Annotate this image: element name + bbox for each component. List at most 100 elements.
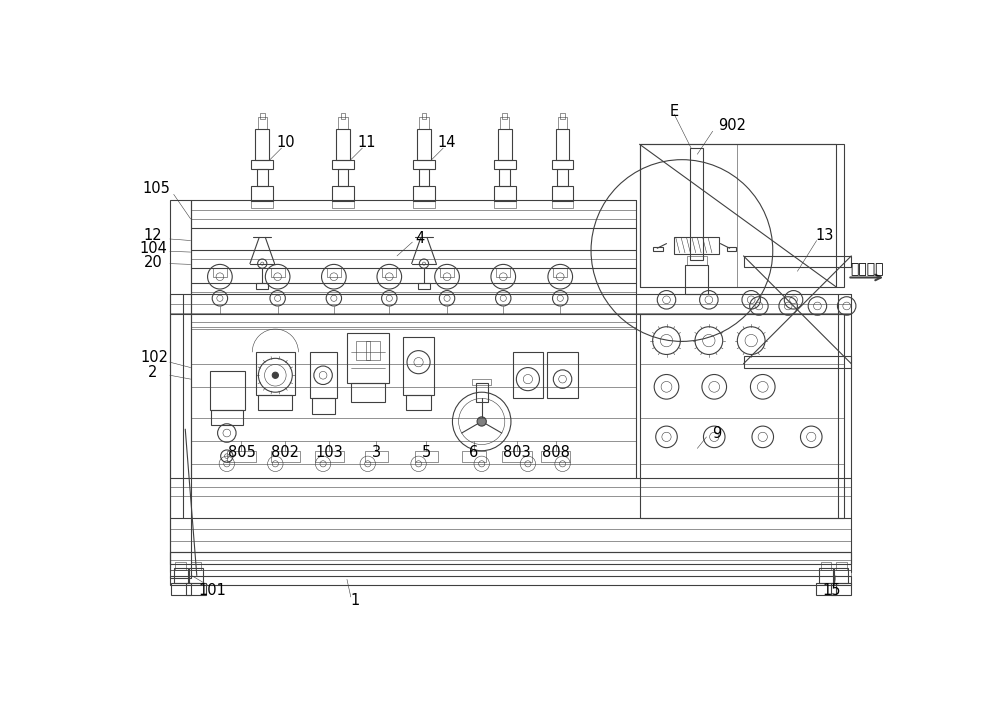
Bar [413, 200, 435, 208]
Bar [257, 169, 268, 186]
Text: 6: 6 [469, 445, 479, 460]
Bar [640, 144, 844, 287]
Bar [557, 169, 568, 186]
Text: 9: 9 [712, 425, 721, 441]
Bar [170, 576, 851, 585]
Bar [351, 383, 385, 402]
Bar [552, 200, 573, 208]
Bar [419, 118, 429, 129]
Bar [476, 383, 488, 402]
Text: 102: 102 [140, 350, 168, 365]
Text: 101: 101 [198, 583, 226, 598]
Bar [653, 247, 663, 252]
Text: 902: 902 [718, 118, 746, 133]
Bar [255, 129, 269, 159]
Bar [251, 159, 273, 169]
Text: 制品走向: 制品走向 [850, 262, 883, 276]
Bar [512, 352, 543, 399]
Bar [356, 340, 370, 360]
Bar [819, 567, 833, 583]
Bar [472, 379, 491, 385]
Bar [315, 451, 344, 461]
Bar [820, 562, 831, 570]
Text: 13: 13 [815, 228, 834, 243]
Bar [415, 451, 438, 461]
Bar [170, 564, 851, 570]
Text: 12: 12 [144, 228, 162, 243]
Bar [834, 567, 848, 583]
Bar [338, 169, 348, 186]
Bar [494, 186, 516, 201]
Bar [674, 236, 719, 254]
Bar [175, 562, 186, 570]
Bar [690, 148, 703, 260]
Bar [744, 256, 851, 267]
Bar [417, 129, 431, 159]
Bar [556, 129, 569, 159]
Bar [422, 113, 426, 119]
Bar [413, 159, 435, 169]
Text: 1: 1 [350, 593, 359, 609]
Bar [419, 169, 429, 186]
Bar [418, 283, 430, 289]
Bar [836, 562, 847, 570]
Text: 3: 3 [372, 445, 381, 460]
Bar [541, 451, 570, 461]
Bar [170, 570, 851, 576]
Bar [494, 159, 516, 169]
Bar [552, 186, 573, 201]
Bar [186, 583, 206, 595]
Bar [831, 583, 851, 595]
Bar [341, 113, 345, 119]
Bar [494, 200, 516, 208]
Bar [211, 410, 243, 425]
Bar [171, 583, 191, 595]
Bar [210, 371, 245, 410]
Bar [744, 356, 851, 368]
Bar [327, 268, 341, 277]
Bar [403, 337, 434, 394]
Circle shape [272, 372, 278, 379]
Text: E: E [670, 104, 679, 119]
Text: 5: 5 [422, 445, 431, 460]
Bar [258, 118, 267, 129]
Text: 11: 11 [357, 136, 375, 150]
Bar [213, 268, 227, 277]
Bar [502, 451, 532, 461]
Bar [271, 451, 300, 461]
Bar [174, 567, 188, 583]
Bar [685, 265, 708, 294]
Bar [251, 200, 273, 208]
Text: 20: 20 [144, 255, 162, 270]
Bar [560, 113, 565, 119]
Bar [332, 186, 354, 201]
Bar [462, 451, 486, 461]
Bar [498, 129, 512, 159]
Bar [332, 159, 354, 169]
Bar [640, 314, 844, 518]
Bar [258, 394, 292, 410]
Bar [338, 118, 348, 129]
Bar [500, 118, 509, 129]
Bar [365, 451, 388, 461]
Bar [227, 451, 256, 461]
Bar [189, 567, 203, 583]
Bar [332, 200, 354, 208]
Bar [502, 113, 507, 119]
Bar [256, 283, 268, 289]
Bar [336, 129, 350, 159]
Bar [170, 552, 851, 564]
Bar [347, 333, 389, 383]
Bar [312, 399, 335, 414]
Text: 802: 802 [271, 445, 299, 460]
Bar [553, 268, 567, 277]
Bar [191, 562, 201, 570]
Bar [552, 159, 573, 169]
Text: 803: 803 [503, 445, 531, 460]
Text: 105: 105 [143, 182, 171, 196]
Text: 808: 808 [542, 445, 570, 460]
Bar [499, 169, 510, 186]
Bar [816, 583, 836, 595]
Text: 103: 103 [315, 445, 343, 460]
Bar [547, 352, 578, 399]
